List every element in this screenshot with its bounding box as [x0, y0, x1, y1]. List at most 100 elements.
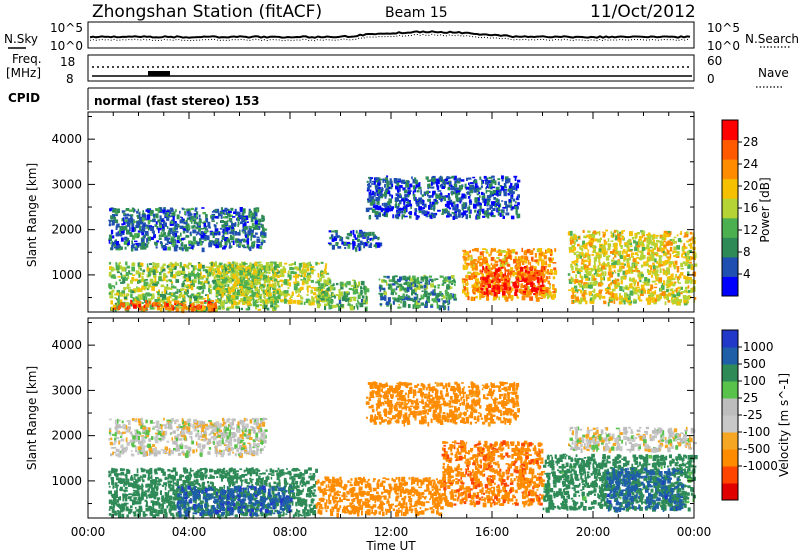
- echo-cell: [468, 275, 471, 280]
- echo-cell: [236, 216, 239, 221]
- echo-cell: [495, 263, 499, 267]
- echo-cell: [524, 257, 527, 263]
- echo-cell: [693, 297, 697, 300]
- echo-cell: [254, 212, 258, 217]
- echo-cell: [120, 281, 124, 284]
- echo-cell: [626, 294, 630, 296]
- echo-cell: [613, 296, 617, 299]
- echo-cell: [580, 262, 585, 265]
- echo-cell: [131, 207, 134, 211]
- echo-cell: [367, 198, 370, 203]
- echo-cell: [163, 207, 165, 210]
- echo-cell: [510, 182, 513, 187]
- echo-cell: [193, 275, 197, 278]
- echo-cell: [494, 202, 497, 208]
- echo-cell: [475, 188, 479, 193]
- echo-cell: [240, 307, 243, 311]
- echo-cell: [465, 251, 469, 255]
- echo-cell: [374, 179, 379, 183]
- echo-cell: [371, 238, 374, 242]
- echo-cell: [162, 228, 165, 232]
- echo-cell: [241, 265, 245, 268]
- echo-cell: [583, 244, 587, 248]
- echo-cell: [593, 238, 598, 242]
- echo-cell: [311, 299, 315, 304]
- echo-cell: [577, 270, 581, 275]
- echo-cell: [573, 263, 576, 265]
- echo-cell: [476, 278, 480, 283]
- echo-cell: [184, 274, 188, 277]
- echo-cell: [529, 271, 533, 274]
- echo-cell: [142, 213, 146, 215]
- echo-cell: [195, 214, 198, 218]
- echo-cell: [451, 191, 454, 196]
- echo-cell: [644, 237, 648, 241]
- echo-cell: [237, 276, 239, 280]
- echo-cell: [580, 297, 584, 302]
- echo-cell: [149, 293, 152, 297]
- echo-cell: [301, 262, 306, 264]
- echo-cell: [395, 292, 398, 295]
- echo-cell: [201, 207, 205, 209]
- echo-cell: [501, 281, 505, 286]
- echo-cell: [629, 283, 633, 289]
- echo-cell: [118, 263, 120, 267]
- echo-cell: [494, 182, 497, 186]
- echo-cell: [113, 216, 117, 221]
- echo-cell: [414, 301, 418, 307]
- echo-cell: [140, 279, 144, 281]
- echo-cell: [613, 279, 617, 285]
- echo-cell: [226, 208, 229, 211]
- echo-cell: [477, 200, 480, 204]
- echo-cell: [673, 241, 677, 243]
- echo-cell: [126, 293, 130, 297]
- echo-cell: [450, 275, 455, 279]
- echo-cell: [110, 275, 113, 279]
- echo-cell: [589, 284, 593, 289]
- echo-cell: [693, 263, 698, 267]
- echo-cell: [592, 275, 596, 279]
- echo-cell: [304, 280, 309, 285]
- echo-cell: [576, 251, 579, 253]
- echo-cell: [162, 212, 167, 215]
- echo-cell: [161, 293, 164, 296]
- echo-cell: [246, 244, 250, 249]
- echo-cell: [174, 230, 179, 233]
- echo-cell: [479, 195, 481, 198]
- echo-cell: [368, 231, 372, 237]
- echo-cell: [424, 282, 429, 286]
- echo-cell: [403, 205, 406, 208]
- echo-cell: [150, 236, 154, 240]
- echo-cell: [172, 211, 176, 217]
- echo-cell: [227, 238, 230, 243]
- echo-cell: [485, 212, 488, 218]
- echo-cell: [448, 195, 450, 200]
- echo-cell: [261, 214, 264, 220]
- echo-cell: [190, 285, 194, 291]
- echo-cell: [446, 176, 449, 179]
- echo-cell: [225, 216, 229, 219]
- echo-cell: [174, 209, 177, 213]
- echo-cell: [238, 300, 241, 305]
- echo-cell: [520, 266, 524, 272]
- echo-cell: [385, 281, 388, 286]
- echo-cell: [123, 212, 126, 215]
- echo-cell: [276, 268, 279, 273]
- echo-cell: [256, 243, 259, 249]
- echo-cell: [161, 291, 163, 294]
- echo-cell: [194, 296, 198, 301]
- echo-cell: [578, 301, 582, 305]
- echo-cell: [412, 275, 416, 279]
- echo-cell: [428, 275, 432, 278]
- echo-cell: [537, 282, 540, 285]
- echo-cell: [203, 226, 207, 230]
- echo-cell: [633, 281, 637, 285]
- echo-cell: [447, 296, 452, 300]
- echo-cell: [171, 283, 173, 285]
- echo-cell: [427, 193, 429, 197]
- echo-cell: [242, 213, 245, 217]
- echo-cell: [199, 295, 203, 299]
- echo-cell: [270, 304, 274, 308]
- echo-cell: [272, 291, 276, 294]
- echo-cell: [230, 286, 233, 289]
